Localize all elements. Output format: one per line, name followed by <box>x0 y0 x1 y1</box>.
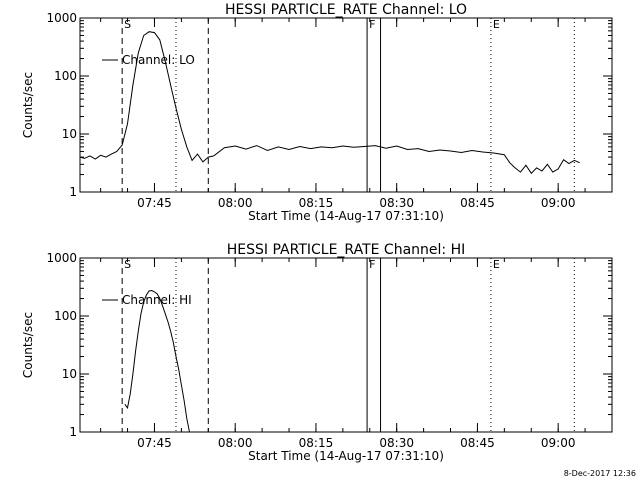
y-axis-label: Counts/sec <box>21 72 35 138</box>
y-tick-label: 1 <box>69 185 77 199</box>
x-tick-label: 08:30 <box>379 436 414 450</box>
event-marker-label: S <box>124 18 131 31</box>
legend-label: Channel: LO <box>122 53 195 67</box>
x-tick-label: 07:45 <box>137 436 172 450</box>
chart-title: HESSI PARTICLE_RATE Channel: LO <box>225 2 467 18</box>
series-line <box>124 289 190 433</box>
plot-frame <box>79 257 613 433</box>
x-axis-label: Start Time (14-Aug-17 07:31:10) <box>248 209 444 223</box>
x-tick-label: 08:45 <box>460 196 495 210</box>
y-tick-label: 100 <box>54 69 77 83</box>
y-tick-label: 1000 <box>46 251 77 265</box>
event-marker-label: E <box>493 18 500 31</box>
chart-title: HESSI PARTICLE_RATE Channel: HI <box>227 242 465 258</box>
footer-date-stamp: 8-Dec-2017 12:36 <box>564 469 636 478</box>
x-tick-label: 08:00 <box>218 436 253 450</box>
hi-channel-panel: HESSI PARTICLE_RATE Channel: HI 1 10 100 100… <box>21 242 613 463</box>
x-axis-label: Start Time (14-Aug-17 07:31:10) <box>248 449 444 463</box>
y-tick-label: 1 <box>69 425 77 439</box>
x-tick-label: 08:15 <box>299 196 334 210</box>
y-tick-label: 100 <box>54 309 77 323</box>
event-marker-label: F <box>369 18 375 31</box>
event-marker-label: E <box>493 258 500 271</box>
x-tick-label: 08:15 <box>299 436 334 450</box>
x-tick-label: 08:30 <box>379 196 414 210</box>
y-tick-label: 10 <box>62 367 77 381</box>
x-tick-label: 08:00 <box>218 196 253 210</box>
plot-frame <box>79 17 613 193</box>
legend-label: Channel: HI <box>122 293 192 307</box>
y-tick-label: 10 <box>62 127 77 141</box>
x-tick-label: 08:45 <box>460 436 495 450</box>
lo-channel-panel: HESSI PARTICLE_RATE Channel: LO 1 10 100 100… <box>21 2 613 223</box>
series-line <box>79 31 580 175</box>
y-tick-label: 1000 <box>46 11 77 25</box>
x-tick-label: 09:00 <box>541 436 576 450</box>
x-tick-label: 07:45 <box>137 196 172 210</box>
y-axis-label: Counts/sec <box>21 312 35 378</box>
event-marker-label: F <box>369 258 375 271</box>
x-tick-label: 09:00 <box>541 196 576 210</box>
event-marker-label: S <box>124 258 131 271</box>
